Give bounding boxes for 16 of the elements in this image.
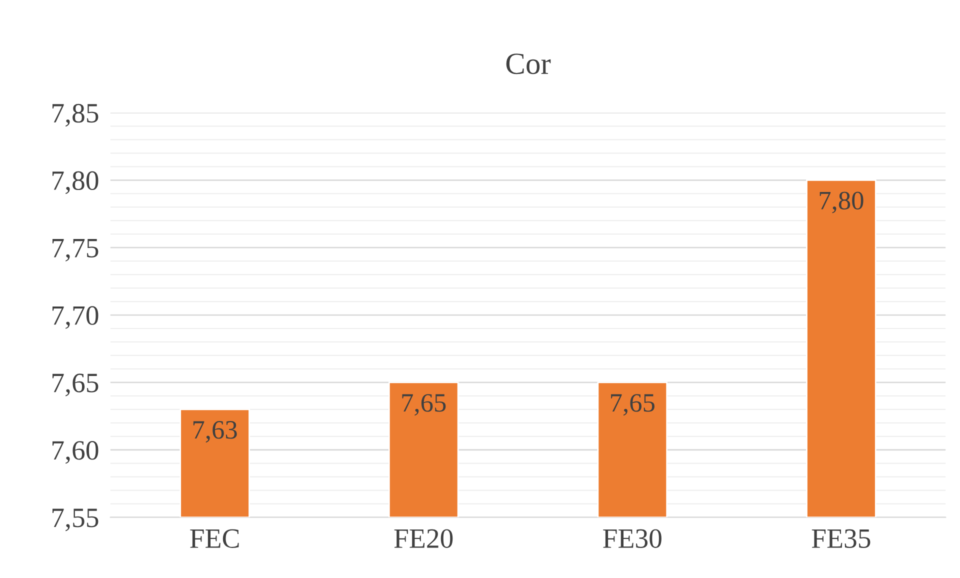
- y-tick-label: 7,60: [52, 441, 98, 464]
- x-tick-label: FE35: [812, 529, 870, 548]
- y-tick-label: 7,75: [52, 239, 98, 262]
- data-label: 7,63: [193, 421, 237, 443]
- chart-title: Cor: [506, 54, 551, 74]
- x-tick-label: FEC: [190, 529, 239, 548]
- y-tick-label: 7,65: [52, 374, 98, 396]
- y-tick-label: 7,55: [52, 508, 98, 532]
- y-tick-label: 7,80: [52, 171, 98, 194]
- y-tick-label: 7,70: [52, 306, 98, 329]
- y-tick-label: 7,85: [52, 104, 98, 127]
- x-tick-label: FE30: [603, 529, 662, 548]
- data-label: 7,65: [611, 394, 654, 416]
- data-label: 7,65: [402, 394, 446, 416]
- data-label: 7,80: [820, 192, 864, 214]
- x-tick-label: FE20: [394, 529, 453, 548]
